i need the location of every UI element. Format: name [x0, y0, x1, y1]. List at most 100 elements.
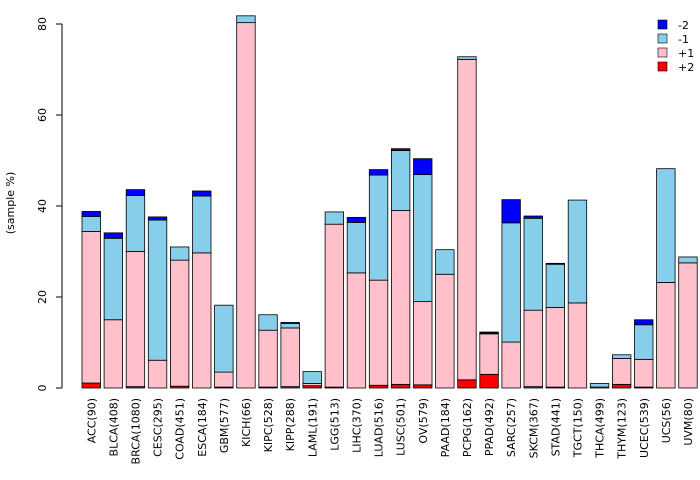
bar-segment-minus1 [169, 246, 190, 261]
bar-segment-minus1 [589, 383, 610, 388]
x-tick-label: SARC(257) [505, 398, 518, 457]
bar-segment-plus1 [192, 252, 212, 389]
bar-segment-minus1 [147, 219, 168, 361]
bar-segment-plus1 [368, 279, 389, 386]
bar-segment-minus1 [214, 304, 234, 373]
bar-segment-minus1 [545, 263, 565, 308]
bar-segment-minus2 [346, 216, 367, 223]
bar-segment-plus2 [81, 382, 101, 389]
bar-segment-minus2 [81, 211, 101, 217]
bar-segment-minus1 [390, 150, 411, 211]
bar-segment-minus1 [258, 314, 278, 331]
legend-label: -2 [678, 19, 689, 32]
bar-segment-plus1 [612, 358, 632, 385]
x-tick-label: PAAD(184) [439, 398, 452, 457]
bar-segment-minus2 [523, 215, 543, 219]
x-tick-label: BLCA(408) [107, 398, 120, 456]
x-tick-label: LAML(191) [306, 398, 319, 457]
bar-segment-minus1 [302, 371, 322, 384]
y-axis-label: (sample %) [4, 172, 17, 235]
bar-segment-plus1 [103, 319, 123, 389]
x-tick-label: CESC(295) [152, 398, 165, 457]
x-tick-label: ESCA(184) [196, 398, 209, 457]
bar-segment-minus1 [678, 256, 698, 264]
bar-segment-plus1 [236, 22, 256, 389]
x-tick-label: LGG(513) [328, 398, 341, 451]
bar-segment-plus1 [678, 262, 698, 389]
x-axis-labels: ACC(90) BLCA(408) BRCA(1080) CESC(295) COAD(… [85, 398, 695, 464]
bar-segment-plus1 [258, 329, 278, 388]
x-tick-label: TGCT(150) [571, 398, 584, 458]
bar-segment-minus1 [346, 221, 367, 274]
bar-segment-plus2 [390, 383, 411, 389]
bars [81, 15, 698, 389]
bar-segment-plus1 [413, 301, 433, 386]
bar-segment-minus2 [479, 331, 499, 334]
legend-swatch [657, 61, 668, 72]
legend-swatch [657, 19, 668, 30]
bar-segment-minus1 [435, 249, 455, 275]
bar-segment-plus1 [457, 59, 477, 381]
bar-segment-plus1 [435, 273, 455, 389]
bar-segment-plus1 [125, 251, 146, 388]
bar-segment-minus1 [567, 199, 588, 304]
x-tick-label: THYM(123) [616, 398, 629, 460]
y-tick-label: 80 [36, 17, 49, 31]
x-tick-label: LUAD(516) [373, 398, 386, 457]
bar-segment-plus1 [545, 307, 565, 388]
bar-segment-plus1 [656, 282, 676, 389]
bar-segment-minus2 [192, 190, 212, 197]
legend-swatch [657, 47, 668, 58]
bar-segment-minus1 [501, 222, 521, 343]
x-tick-label: KIPP(288) [284, 398, 297, 451]
x-tick-label: BRCA(1080) [129, 398, 142, 464]
bar-segment-plus2 [479, 373, 499, 389]
bar-segment-plus1 [169, 259, 190, 387]
bar-segment-plus1 [147, 359, 168, 389]
x-tick-label: PCPG(162) [461, 398, 474, 457]
y-tick-label: 40 [36, 199, 49, 213]
y-axis: 0 20 40 60 80 [36, 17, 63, 392]
y-tick-label: 60 [36, 108, 49, 122]
bar-segment-plus2 [368, 384, 389, 389]
y-tick-label: 20 [36, 290, 49, 304]
bar-segment-minus2 [413, 158, 433, 176]
bar-segment-minus1 [125, 195, 146, 252]
bar-segment-minus2 [147, 216, 168, 221]
bar-segment-minus2 [125, 189, 146, 196]
bar-segment-plus2 [612, 383, 632, 389]
bar-segment-plus1 [501, 341, 521, 389]
bar-segment-plus1 [479, 333, 499, 375]
bar-segment-minus2 [634, 319, 654, 326]
bar-segment-minus1 [103, 237, 123, 321]
x-tick-label: KICH(66) [240, 398, 253, 447]
x-tick-label: LUSC(501) [395, 398, 408, 456]
x-tick-label: UCEC(539) [638, 398, 651, 458]
x-tick-label: GBM(577) [218, 398, 231, 453]
x-tick-label: UCS(56) [660, 398, 673, 443]
x-tick-label: UVM(80) [682, 398, 695, 446]
bar-segment-plus1 [214, 371, 234, 388]
bar-segment-minus1 [612, 354, 632, 359]
bar-segment-minus1 [81, 216, 101, 232]
bar-segment-plus1 [634, 358, 654, 388]
bar-segment-minus2 [390, 148, 411, 151]
bar-segment-plus1 [390, 210, 411, 385]
x-tick-label: THCA(499) [594, 398, 607, 459]
x-tick-label: COAD(451) [174, 398, 187, 460]
x-tick-label: ACC(90) [85, 398, 98, 443]
x-tick-label: LIHC(370) [350, 398, 363, 453]
bar-segment-plus2 [457, 379, 477, 389]
x-tick-label: SKCM(367) [527, 398, 540, 458]
legend: -2-1+1+2 [657, 19, 694, 74]
x-tick-label: OV(579) [417, 398, 430, 444]
bar-segment-plus1 [346, 272, 367, 389]
bar-segment-minus1 [280, 322, 300, 329]
bar-segment-minus1 [368, 174, 389, 281]
bar-segment-minus1 [236, 15, 256, 24]
bar-segment-minus1 [656, 168, 676, 283]
y-tick-label: 0 [36, 385, 49, 392]
bar-segment-minus2 [280, 322, 300, 324]
bar-segment-minus1 [457, 56, 477, 60]
legend-label: +2 [678, 61, 694, 74]
